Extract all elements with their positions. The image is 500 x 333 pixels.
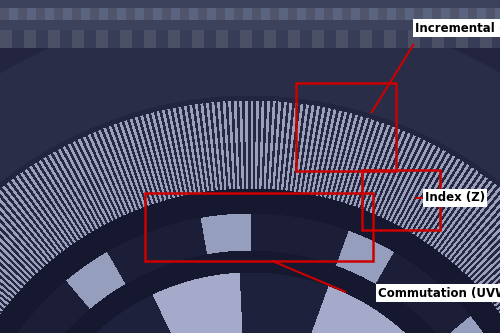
Bar: [296, 83, 396, 171]
Text: Commutation (UVW): Commutation (UVW): [378, 286, 500, 299]
Text: Incremental (A/B): Incremental (A/B): [415, 22, 500, 35]
Bar: [145, 193, 373, 261]
Text: Index (Z): Index (Z): [425, 191, 485, 204]
Bar: [362, 170, 440, 230]
